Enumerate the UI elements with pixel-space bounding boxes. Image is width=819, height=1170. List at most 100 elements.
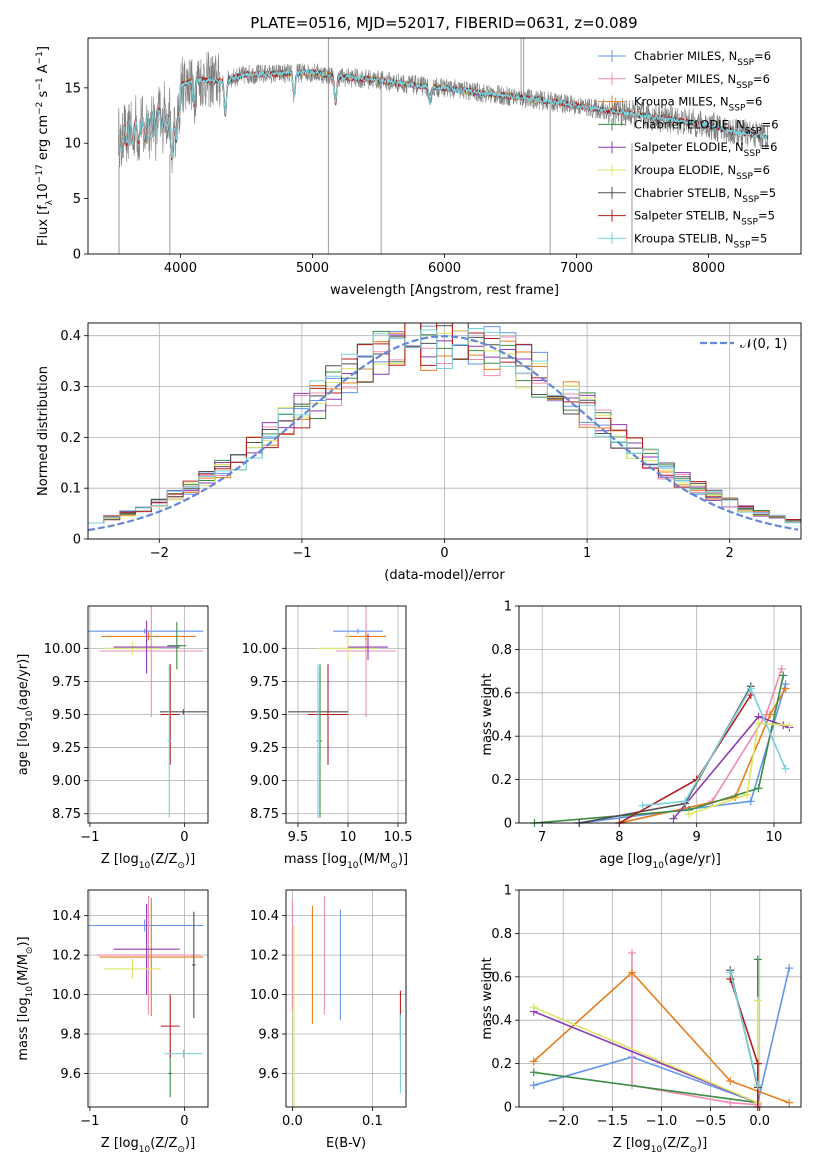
residuals-histogram: [88, 323, 801, 524]
weight-vs-Z-xtick-label: −0.5: [695, 1114, 727, 1129]
spectrum-legend-label: Chabrier ELODIE, NSSP=6: [634, 117, 779, 136]
spectrum-ytick-label: 10: [64, 137, 81, 152]
age-vs-mass-ytick-label: 9.75: [250, 675, 279, 690]
weight-vs-Z-series-line: [533, 971, 790, 1104]
weight-vs-age-ytick-label: 0.6: [491, 686, 512, 701]
residuals-histogram: [88, 323, 801, 524]
weight-vs-age-xlabel: age [log10(age/yr)]: [599, 852, 721, 871]
weight-vs-age-panel: 7 8 9 10 0 0.2 0.4 0.6 0.8 1 age [log10(age/yr)] ma…: [480, 600, 802, 871]
weight-vs-Z-xtick-label: −1.5: [597, 1114, 629, 1129]
weight-vs-age-xtick-label: 7: [538, 830, 546, 845]
age-vs-Z-grid: [88, 606, 208, 823]
mass-vs-Z-xtick-label: 0: [180, 1114, 188, 1129]
age-vs-Z-ytick-label: 8.75: [52, 807, 81, 822]
spectrum-legend-label: Salpeter STELIB, NSSP=5: [634, 209, 775, 228]
age-vs-mass-ytick-label: 10.00: [242, 642, 279, 657]
weight-vs-age-ytick-label: 0.8: [491, 643, 512, 658]
weight-vs-Z-ticks: −2.0 −1.5 −1.0 −0.5 0.0 0 0.2 0.4 0.6 0.8 1: [491, 884, 770, 1130]
residuals-histogram: [88, 323, 801, 524]
mass-vs-EBV-frame: [285, 889, 407, 1108]
mass-vs-EBV-xlabel: E(B-V): [326, 1136, 366, 1151]
residuals-xtick-label: 0: [440, 546, 448, 561]
mass-vs-EBV-ytick-label: 9.8: [258, 1028, 279, 1043]
spectrum-frame: [87, 37, 802, 255]
mass-vs-EBV-xtick-label: 0.0: [282, 1114, 303, 1129]
age-vs-mass-ytick-label: 9.50: [250, 708, 279, 723]
residuals-ytick-label: 0.4: [60, 329, 81, 344]
weight-vs-age-xtick-label: 9: [693, 830, 701, 845]
weight-vs-Z-series-line: [631, 952, 758, 1106]
age-vs-mass-xtick-label: 10: [340, 830, 357, 845]
weight-vs-age-ytick-label: 0: [504, 817, 512, 832]
weight-vs-Z-xlabel: Z [log10(Z/Z⊙)]: [613, 1136, 707, 1155]
age-vs-mass-xtick-label: 10.5: [384, 830, 413, 845]
spectrum-xtick-label: 4000: [164, 261, 197, 276]
spectrum-legend: Chabrier MILES, NSSP=6 Salpeter MILES, NS…: [598, 49, 779, 250]
age-vs-Z-ticks: −1 0 8.75 9.00 9.25 9.50 9.75 10.00: [44, 642, 189, 845]
residuals-ytick-label: 0.3: [60, 380, 81, 395]
age-vs-Z-ytick-label: 9.75: [52, 675, 81, 690]
residuals-frame: [87, 322, 802, 540]
residuals-panel: −2 −1 0 1 2 0 0.1 0.2 0.3 0.4 (data-model)/error No…: [36, 322, 802, 583]
spectrum-xlabel: wavelength [Angstrom, rest frame]: [330, 283, 559, 298]
spectrum-ytick-label: 5: [73, 192, 81, 207]
spectrum-observed-line: [118, 51, 769, 174]
spectrum-legend-label: Kroupa MILES, NSSP=6: [634, 95, 762, 114]
residuals-grid: [88, 323, 801, 540]
spectrum-legend-label: Chabrier MILES, NSSP=6: [634, 49, 771, 68]
weight-vs-Z-xtick-label: −2.0: [547, 1114, 579, 1129]
age-vs-mass-xlabel: mass [log10(M/M⊙)]: [284, 852, 408, 871]
spectrum-ytick-label: 15: [64, 81, 81, 96]
mass-vs-EBV-ytick-label: 10.4: [250, 909, 279, 924]
mass-vs-Z-xtick-label: −1: [80, 1114, 99, 1129]
weight-vs-Z-series-line: [729, 972, 759, 1086]
residuals-ytick-label: 0: [73, 533, 81, 548]
weight-vs-age-series-line: [688, 722, 790, 816]
weight-vs-Z-ytick-label: 0.6: [491, 970, 512, 985]
age-vs-mass-ticks: 9.5 10 10.5 8.75 9.00 9.25 9.50 9.75 10.00: [242, 642, 413, 845]
mass-vs-EBV-ytick-label: 9.6: [258, 1067, 279, 1082]
age-vs-Z-ytick-label: 10.00: [44, 642, 81, 657]
weight-vs-Z-ytick-label: 0.8: [491, 927, 512, 942]
age-vs-Z-ylabel: age [log10(age/yr)]: [16, 654, 35, 776]
weight-vs-age-series-line: [642, 686, 787, 807]
residuals-ytick-label: 0.2: [60, 431, 81, 446]
age-vs-mass-frame: [285, 605, 407, 824]
residuals-xtick-label: −2: [150, 546, 169, 561]
spectrum-xtick-label: 6000: [428, 261, 461, 276]
mass-vs-Z-xlabel: Z [log10(Z/Z⊙)]: [101, 1136, 195, 1155]
weight-vs-age-ticks: 7 8 9 10 0 0.2 0.4 0.6 0.8 1: [491, 600, 782, 846]
residuals-histogram: [88, 328, 801, 524]
mass-vs-EBV-ytick-label: 10.2: [250, 949, 279, 964]
age-vs-mass-ytick-label: 8.75: [250, 807, 279, 822]
mass-vs-Z-ytick-label: 10.4: [52, 909, 81, 924]
mass-vs-Z-ytick-label: 10.0: [52, 988, 81, 1003]
age-vs-Z-ytick-label: 9.50: [52, 708, 81, 723]
age-vs-mass-grid: [286, 606, 406, 823]
mass-vs-EBV-ytick-label: 10.0: [250, 988, 279, 1003]
mass-vs-EBV-xtick-label: 0.1: [362, 1114, 383, 1129]
age-vs-Z-ytick-label: 9.00: [52, 774, 81, 789]
mass-vs-Z-frame: [87, 889, 209, 1108]
mass-vs-EBV-ticks: 0.0 0.1 9.6 9.8 10.0 10.2 10.4: [250, 909, 383, 1129]
residuals-xlabel: (data-model)/error: [384, 568, 505, 583]
mass-vs-EBV-panel: 0.0 0.1 9.6 9.8 10.0 10.2 10.4 E(B-V): [250, 889, 407, 1151]
mass-vs-EBV-grid: [286, 890, 406, 1107]
spectrum-legend-label: Salpeter MILES, NSSP=6: [634, 72, 770, 91]
mass-vs-Z-panel: −1 0 9.6 9.8 10.0 10.2 10.4 Z [log10(Z/Z⊙)] mass…: [16, 889, 209, 1155]
residuals-histogram: [88, 334, 801, 524]
spectrum-ticks: 4000 5000 6000 7000 8000 0 5 10 15: [64, 81, 725, 276]
weight-vs-Z-ylabel: mass weight: [480, 957, 495, 1039]
age-vs-Z-ytick-label: 9.25: [52, 741, 81, 756]
figure-title: PLATE=0516, MJD=52017, FIBERID=0631, z=0…: [250, 14, 637, 32]
residuals-ticks: −2 −1 0 1 2 0 0.1 0.2 0.3 0.4: [60, 329, 734, 561]
weight-vs-Z-grid: [519, 889, 801, 1108]
mass-vs-Z-ylabel: mass [log10(M/M⊙)]: [16, 936, 35, 1060]
weight-vs-Z-ytick-label: 0: [504, 1101, 512, 1116]
weight-vs-age-xtick-label: 10: [766, 830, 783, 845]
weight-vs-age-series-line: [672, 715, 790, 820]
residuals-xtick-label: −1: [292, 546, 311, 561]
weight-vs-Z-ytick-label: 0.2: [491, 1057, 512, 1072]
age-vs-mass-ytick-label: 9.25: [250, 741, 279, 756]
